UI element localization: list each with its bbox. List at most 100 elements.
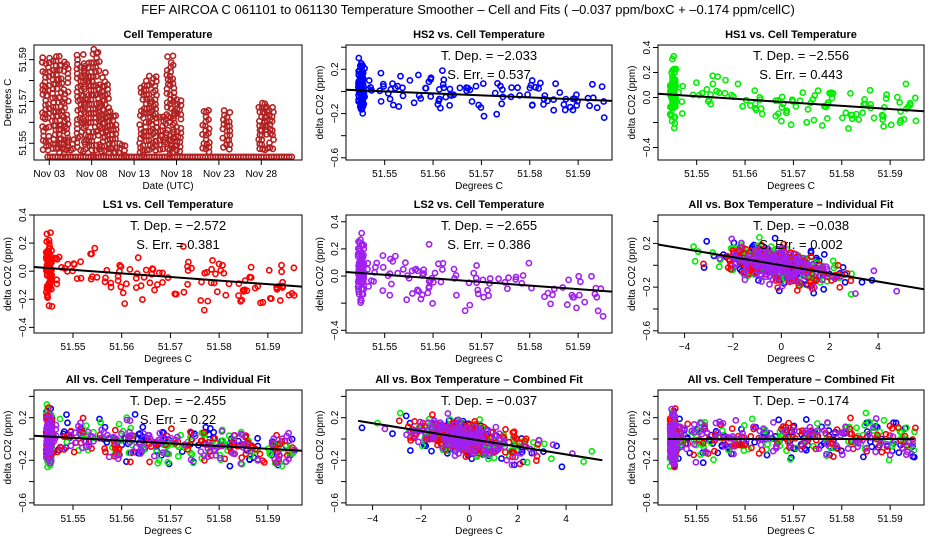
data-point-hs1 <box>903 424 910 432</box>
data-point-hs1 <box>715 89 723 96</box>
data-point-ls2 <box>541 293 548 301</box>
data-point-hs1 <box>862 409 870 417</box>
data-point-ls1 <box>73 275 81 282</box>
std-error-label: S. Err. = 0.386 <box>447 237 530 252</box>
data-point-ls1 <box>107 283 115 291</box>
data-point-ls2 <box>425 283 433 290</box>
data-point-ls1 <box>247 274 255 281</box>
x-tick-label: 51.58 <box>207 514 232 525</box>
data-point-ls2 <box>408 290 416 297</box>
x-axis-label: Degrees C <box>455 181 503 192</box>
std-error-label: S. Err. = 0.002 <box>759 237 842 252</box>
plot-frame <box>33 44 303 161</box>
data-point-ls1 <box>171 290 179 298</box>
y-axis-label: delta CO2 (ppm) <box>315 411 326 485</box>
points <box>666 405 919 471</box>
data-point-ls1 <box>91 244 99 252</box>
data-point-ls2 <box>452 291 460 299</box>
data-point-hs2 <box>358 424 366 432</box>
data-point-ls1 <box>502 425 509 433</box>
y-axis-label: delta CO2 (ppm) <box>3 411 14 485</box>
data-point-ls2 <box>576 291 583 299</box>
data-point-hs1 <box>740 421 748 429</box>
data-point-ls2 <box>716 254 723 262</box>
x-tick-label: −4 <box>367 514 379 525</box>
data-point-hs1 <box>757 105 765 112</box>
fit-line <box>33 265 303 288</box>
data-point-hs1 <box>820 102 828 110</box>
x-tick-label: 51.55 <box>60 342 85 353</box>
data-point-ls1 <box>847 277 855 285</box>
data-point <box>102 69 109 76</box>
data-point-hs1 <box>710 456 717 464</box>
data-point-ls2 <box>163 450 171 458</box>
data-point-ls1 <box>276 297 284 304</box>
data-point-ls1 <box>101 278 109 286</box>
data-point-hs2 <box>226 462 234 470</box>
data-point-hs1 <box>691 257 699 265</box>
y-tick-label: 0.2 <box>330 410 341 424</box>
data-point-hs2 <box>406 77 414 84</box>
data-point-ls1 <box>184 280 191 288</box>
y-tick-label: 51.57 <box>18 89 29 114</box>
data-point-hs2 <box>775 416 783 424</box>
data-point-ls2 <box>547 300 554 308</box>
data-point-hs1 <box>704 98 712 105</box>
data-point-ls1 <box>77 274 85 282</box>
data-point-hs2 <box>446 102 453 109</box>
data-point-hs2 <box>558 463 566 471</box>
data-point-hs1 <box>82 422 90 429</box>
data-point-hs1 <box>853 424 860 432</box>
y-tick-label: −0.4 <box>330 320 341 340</box>
data-point-ls1 <box>895 423 902 431</box>
y-tick-label: 0.0 <box>330 269 341 283</box>
data-point-hs2 <box>64 419 71 427</box>
data-point-hs1 <box>880 416 888 424</box>
temp-dependence-label: T. Dep. = −2.033 <box>441 48 537 63</box>
data-point-ls2 <box>356 278 364 286</box>
data-point-hs2 <box>841 278 849 286</box>
y-tick-label: 51.59 <box>18 47 29 72</box>
data-point-ls2 <box>577 278 584 286</box>
data-point-hs2 <box>402 412 410 420</box>
data-point-ls1 <box>146 279 154 287</box>
data-point-ls1 <box>186 428 194 436</box>
data-point <box>104 81 111 89</box>
data-point-hs2 <box>422 84 430 92</box>
data-point-ls2 <box>569 293 577 301</box>
data-point-hs2 <box>600 114 608 121</box>
data-point-ls2 <box>732 260 740 268</box>
data-point-ls2 <box>450 265 458 273</box>
x-tick-label: 51.59 <box>566 169 591 180</box>
data-point-ls2 <box>379 263 387 271</box>
data-point-hs1 <box>848 115 856 123</box>
data-point-ls2 <box>525 259 533 267</box>
data-point-hs1 <box>97 418 105 426</box>
data-point <box>121 142 129 150</box>
data-point-hs2 <box>359 91 367 99</box>
temp-dependence-label: T. Dep. = −0.174 <box>753 393 849 408</box>
data-point-ls2 <box>549 291 556 299</box>
data-point-ls2 <box>501 278 509 286</box>
y-tick-label: 0.2 <box>330 62 341 76</box>
data-point-ls2 <box>905 438 913 446</box>
data-point-hs2 <box>566 103 574 111</box>
data-point-ls1 <box>411 417 418 425</box>
data-point <box>169 52 177 60</box>
y-tick-label: 0.4 <box>642 40 653 54</box>
temp-dependence-label: T. Dep. = −2.655 <box>441 218 537 233</box>
x-tick-label: 51.58 <box>517 342 542 353</box>
data-point-ls1 <box>77 258 84 266</box>
data-point-ls1 <box>266 294 274 302</box>
data-point-ls1 <box>114 277 122 284</box>
data-point-hs1 <box>722 76 729 84</box>
y-tick-label: 0.2 <box>642 236 653 250</box>
panel-cell-temperature: Cell Temperature Nov 03 Nov 08 Nov 13 Nov 18… <box>3 29 303 192</box>
data-point <box>164 53 171 60</box>
temp-dependence-label: T. Dep. = −0.038 <box>753 218 849 233</box>
data-point-hs2 <box>573 102 581 109</box>
x-tick-label: 51.59 <box>878 169 903 180</box>
data-point-ls2 <box>358 229 366 237</box>
data-point-hs2 <box>771 234 779 242</box>
data-point-hs2 <box>358 67 366 74</box>
